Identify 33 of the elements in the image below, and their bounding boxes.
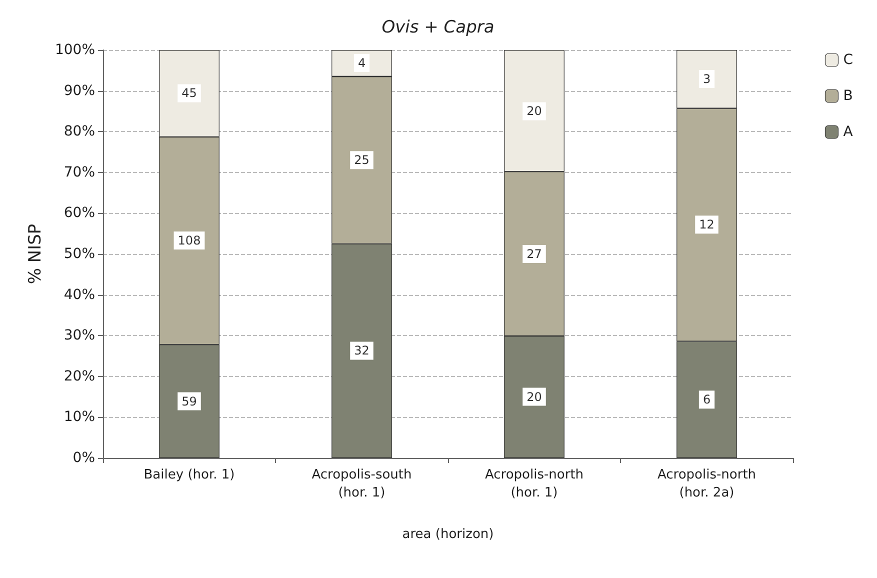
y-tick-label: 100% [54,42,95,58]
annotation: 32 [354,344,370,358]
y-tick-label: 10% [64,409,95,426]
y-tick-label: 50% [64,246,95,262]
annotation: 12 [699,218,714,232]
annotation: 3 [702,72,711,86]
y-tick-label: 90% [64,82,95,99]
y-axis-title: % NISP [26,224,46,284]
legend-label: B [843,88,853,104]
annotation: 20 [526,390,542,404]
x-axis-title: area (horizon) [402,527,494,542]
y-tick-label: 60% [64,205,95,222]
x-tick-label: Acropolis-north (hor. 1) [484,468,584,500]
y-tick-label: 30% [64,328,95,344]
y-tick-label: 70% [64,164,95,180]
annotation: 45 [182,86,197,100]
y-tick-label: 20% [64,368,95,384]
annotation: 20 [526,104,542,118]
legend-label: C [843,52,854,68]
x-tick-label: Bailey (hor. 1) [144,468,235,482]
x-tick-label: Acropolis-south (hor. 1) [312,468,412,500]
x-tick-label: Acropolis-north (hor. 2a) [657,468,756,500]
annotation: 27 [526,247,542,261]
y-tick-label: 80% [64,124,95,140]
chart-title: Ovis + Capra [382,18,494,38]
legend-label: A [843,124,854,140]
y-tick-label: 40% [64,286,95,303]
annotation: 25 [354,153,370,168]
annotation: 59 [182,394,197,408]
annotation: 108 [178,234,201,248]
annotation: 6 [702,392,711,407]
annotation: 4 [358,56,366,70]
y-tick-label: 0% [72,450,95,466]
